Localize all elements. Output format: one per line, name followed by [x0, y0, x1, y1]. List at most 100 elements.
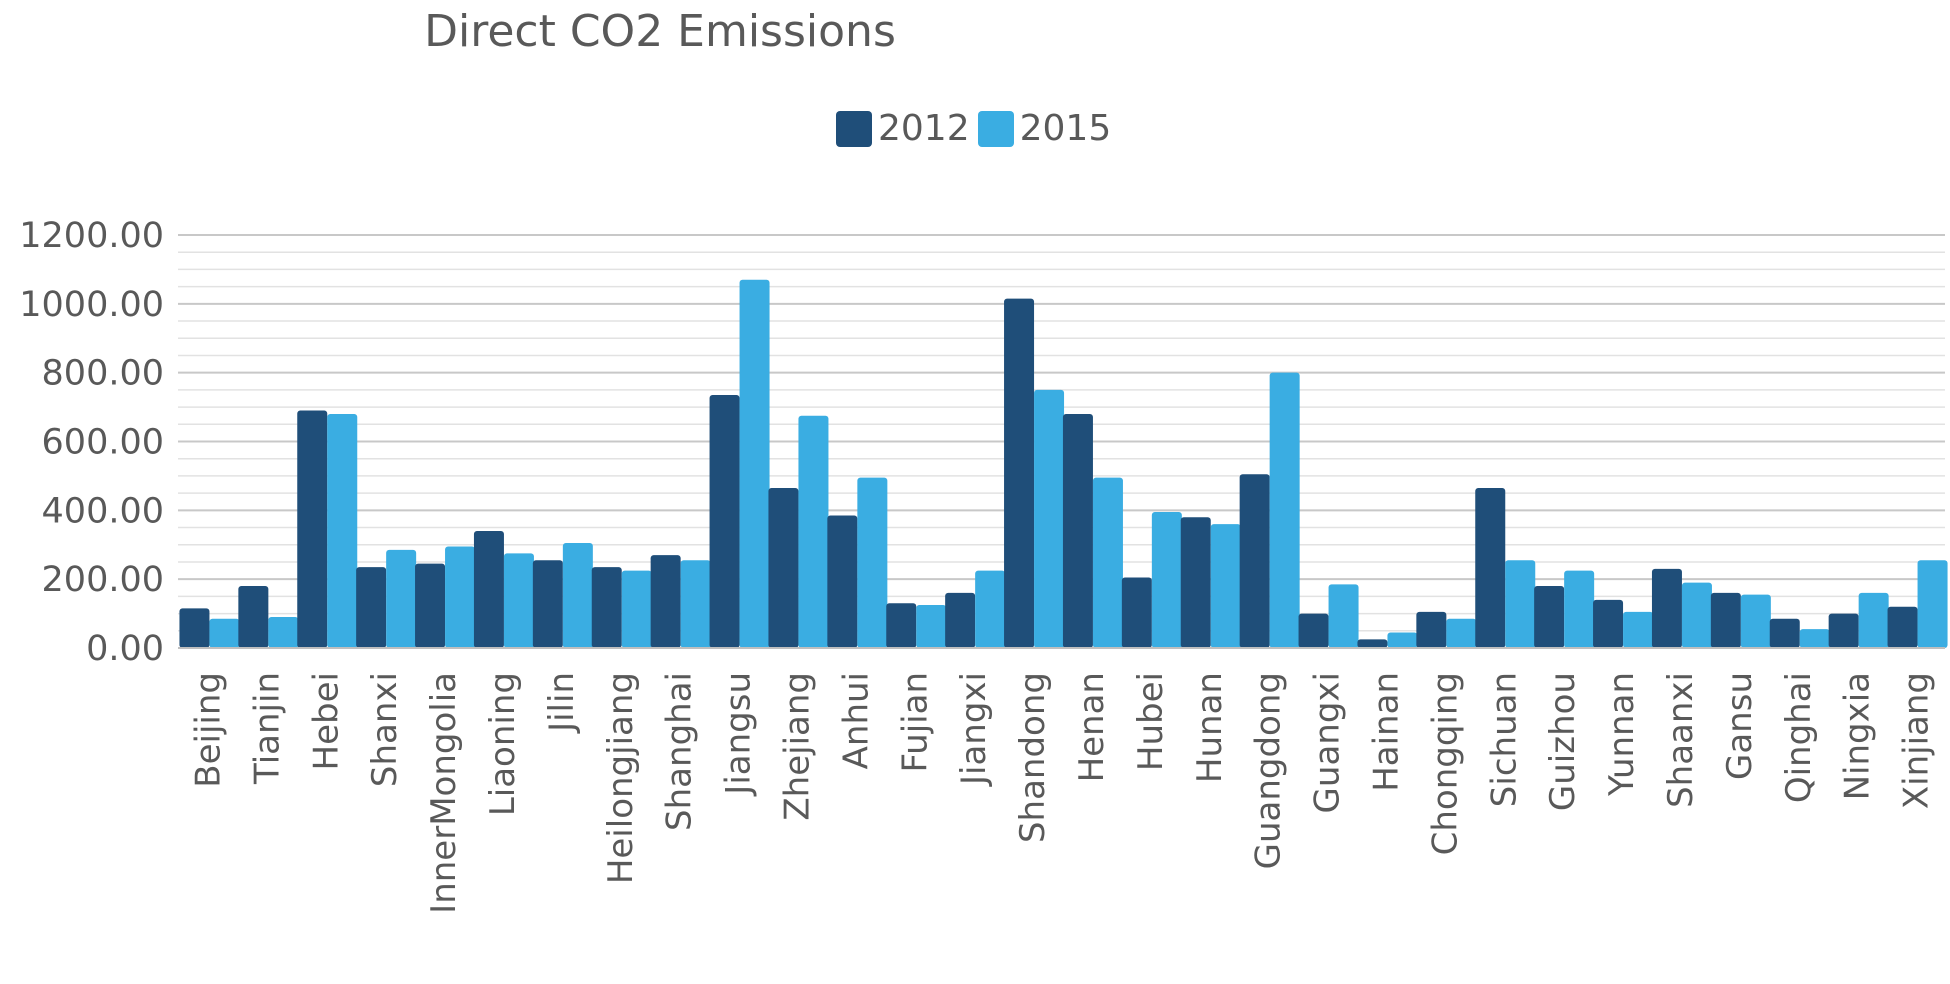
bar-2012-Liaoning: [473, 530, 504, 648]
x-tick-label: Henan: [1072, 672, 1112, 782]
bar-2012-Hubei: [1121, 577, 1152, 648]
legend-label-2012: 2012: [878, 108, 970, 149]
bar-2015-Hunan: [1210, 524, 1241, 648]
x-tick-label: Shaanxi: [1661, 672, 1701, 808]
x-tick-label: Tianjin: [247, 672, 287, 785]
bar-2015-Henan: [1092, 477, 1123, 648]
x-tick-label: Hubei: [1131, 672, 1171, 771]
x-tick-label: Chongqing: [1425, 672, 1465, 855]
bar-2012-Hebei: [297, 410, 328, 648]
x-tick-label: Shanghai: [660, 672, 700, 831]
x-tick-label: Jilin: [542, 672, 582, 734]
bar-2015-Hubei: [1151, 512, 1182, 648]
x-tick-label: Gansu: [1720, 672, 1760, 780]
x-tick-label: Liaoning: [483, 672, 523, 816]
bar-2012-Qinghai: [1769, 618, 1800, 648]
y-tick-label: 200.00: [42, 560, 164, 600]
bar-2012-Anhui: [827, 515, 858, 648]
legend-swatch-2012: [836, 110, 872, 147]
bar-2012-Ningxia: [1828, 613, 1859, 648]
bar-2012-Guangxi: [1298, 613, 1329, 648]
bar-2015-Jiangsu: [739, 279, 770, 648]
x-tick-label: Xinjiang: [1897, 672, 1937, 809]
bar-2015-Jilin: [562, 543, 593, 648]
y-tick-label: 400.00: [42, 491, 164, 531]
bar-2012-Hunan: [1180, 517, 1211, 648]
bar-2015-Beijing: [209, 618, 240, 648]
y-tick-label: 800.00: [42, 354, 164, 394]
bar-2012-Shanxi: [356, 567, 387, 648]
legend: 2012 2015: [836, 108, 1119, 149]
x-tick-label: Jiangxi: [954, 672, 994, 787]
bar-2012-Chongqing: [1416, 611, 1447, 648]
legend-swatch-2015: [977, 110, 1014, 147]
x-tick-label: Anhui: [836, 672, 876, 769]
y-tick-label: 600.00: [42, 423, 164, 463]
legend-item-2015: 2015: [977, 108, 1112, 149]
bar-2012-Gansu: [1710, 592, 1741, 648]
x-tick-label: Beijing: [188, 672, 228, 788]
legend-item-2012: 2012: [836, 108, 970, 149]
x-tick-label: Hainan: [1366, 672, 1406, 792]
x-tick-label: Guizhou: [1543, 672, 1583, 811]
bar-2012-Heilongjiang: [591, 567, 622, 648]
x-tick-label: Qinghai: [1779, 672, 1819, 803]
bar-2015-Shanghai: [680, 560, 711, 648]
bar-2015-Anhui: [857, 477, 888, 648]
bar-2015-Heilongjiang: [621, 570, 652, 648]
x-tick-label: Fujian: [895, 672, 935, 773]
bar-2012-Jiangsu: [709, 395, 740, 648]
x-tick-label: Shandong: [1013, 672, 1053, 843]
bar-2015-Guangdong: [1269, 372, 1300, 648]
bar-2012-Xinjiang: [1887, 606, 1918, 648]
bar-2015-Jiangxi: [975, 570, 1006, 648]
bar-2015-Sichuan: [1505, 560, 1536, 648]
y-tick-label: 0.00: [86, 629, 164, 669]
bar-2015-Tianjin: [268, 617, 299, 648]
x-tick-label: Guangdong: [1249, 672, 1289, 869]
bar-2012-Henan: [1062, 413, 1093, 648]
bar-2015-Shaanxi: [1681, 582, 1712, 648]
bar-2015-Zhejiang: [798, 415, 829, 648]
x-tick-label: InnerMongolia: [424, 672, 464, 914]
bar-2015-Liaoning: [503, 553, 534, 648]
bar-2012-Beijing: [179, 608, 210, 648]
bar-2015-Chongqing: [1446, 618, 1477, 648]
bar-2012-Shanghai: [650, 555, 681, 648]
bar-2012-Zhejiang: [768, 487, 799, 648]
bar-2012-InnerMongolia: [415, 563, 446, 648]
bar-2012-Fujian: [886, 603, 917, 648]
x-tick-label: Ningxia: [1838, 672, 1878, 800]
x-tick-label: Hebei: [306, 672, 346, 770]
bar-2015-Fujian: [916, 604, 947, 648]
bar-2012-Shaanxi: [1651, 568, 1682, 648]
x-tick-label: Yunnan: [1602, 672, 1642, 797]
bar-2015-Yunnan: [1623, 611, 1654, 648]
x-tick-label: Hunan: [1190, 672, 1230, 783]
bar-2015-Shanxi: [386, 549, 417, 648]
x-tick-label: Jiangsu: [719, 672, 759, 797]
bar-2015-Guangxi: [1328, 584, 1359, 648]
bar-2012-Yunnan: [1593, 599, 1624, 648]
x-tick-label: Sichuan: [1484, 672, 1524, 807]
bar-2015-InnerMongolia: [445, 546, 476, 648]
legend-label-2015: 2015: [1019, 108, 1112, 149]
bar-2015-Gansu: [1740, 594, 1771, 648]
bar-2012-Tianjin: [238, 586, 269, 648]
y-tick-label: 1000.00: [19, 285, 164, 325]
x-tick-label: Guangxi: [1308, 672, 1348, 813]
bar-2015-Ningxia: [1858, 592, 1889, 648]
bar-2015-Shandong: [1034, 389, 1065, 648]
y-tick-label: 1200.00: [19, 216, 164, 256]
bar-2012-Guizhou: [1534, 586, 1565, 648]
bar-2015-Xinjiang: [1917, 560, 1948, 648]
bar-2012-Shandong: [1004, 298, 1035, 648]
bar-2015-Hebei: [327, 413, 358, 648]
bar-2012-Sichuan: [1475, 487, 1506, 648]
x-tick-label: Heilongjiang: [601, 672, 641, 884]
bar-2015-Qinghai: [1799, 629, 1830, 648]
x-tick-label: Shanxi: [365, 672, 405, 787]
bar-2012-Guangdong: [1239, 474, 1270, 648]
